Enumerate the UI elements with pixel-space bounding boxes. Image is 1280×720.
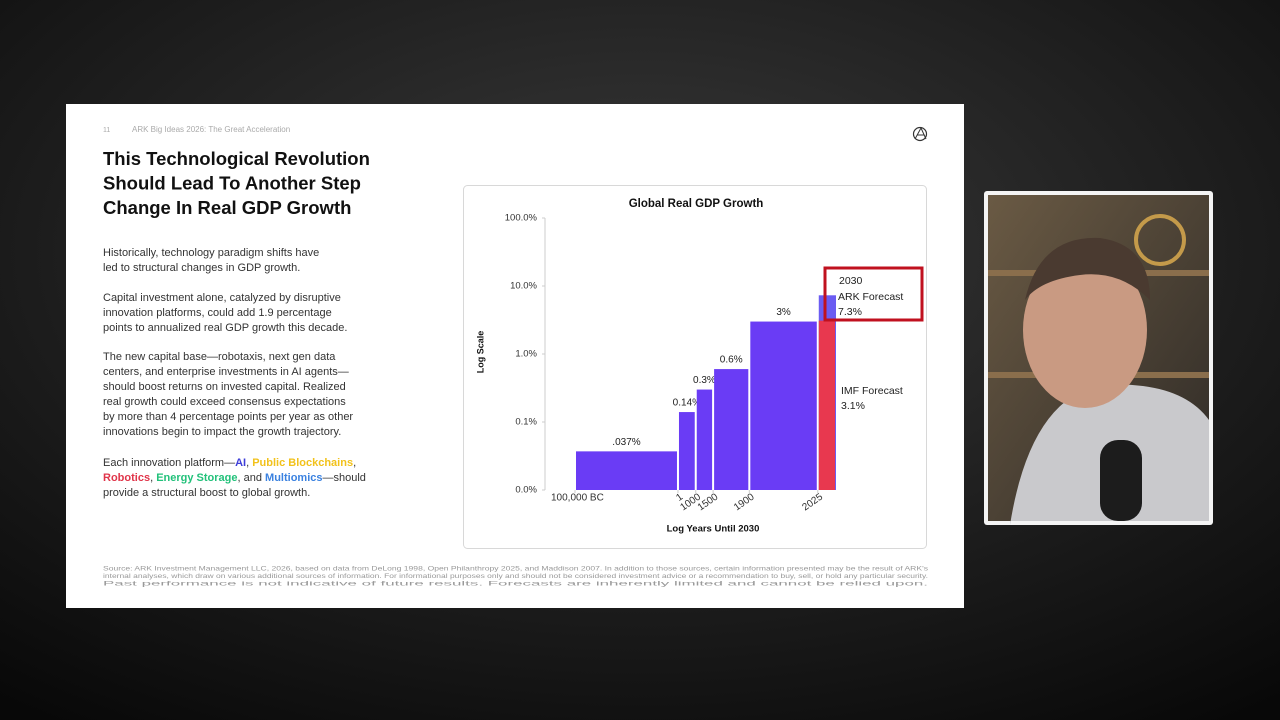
text-run: , and xyxy=(238,472,266,484)
body-text: Each innovation platform—AI, Public Bloc… xyxy=(103,457,356,469)
text-run: , xyxy=(246,457,252,469)
y-tick-label: 0.0% xyxy=(515,485,537,496)
text-run: , xyxy=(150,472,156,484)
logo-mark xyxy=(914,126,927,140)
text-run: —should xyxy=(322,472,365,484)
body-text: Historically, technology paradigm shifts… xyxy=(103,247,319,259)
body-text: points to annualized real GDP growth thi… xyxy=(103,322,347,334)
x-tick-label: 100,000 BC xyxy=(551,493,604,504)
slide-title: Should Lead To Another Step xyxy=(103,172,361,193)
footer-note: internal analyses, which draw on various… xyxy=(103,573,928,580)
forecast-value: 7.3% xyxy=(838,306,862,318)
content: 11 ARK Big Ideas 2026: The Great Accelera… xyxy=(103,125,929,588)
text-run: Each innovation platform— xyxy=(103,457,235,469)
webcam-person-head xyxy=(1023,252,1147,408)
webcam-person-hair xyxy=(1025,237,1150,300)
body-text: Capital investment alone, catalyzed by d… xyxy=(103,292,341,304)
y-tick-label: 100.0% xyxy=(505,213,538,224)
footer-note: Past performance is not indicative of fu… xyxy=(103,581,929,588)
platform-name: AI xyxy=(235,457,246,469)
body-text: The new capital base—robotaxis, next gen… xyxy=(103,351,336,363)
forecast-bar xyxy=(818,320,835,490)
body-text: should boost returns on invested capital… xyxy=(103,381,346,393)
webcam-microphone xyxy=(1100,440,1142,521)
y-tick-label: 1.0% xyxy=(515,349,537,360)
body-text: Robotics, Energy Storage, and Multiomics… xyxy=(103,472,366,484)
body-text: by more than 4 percentage points per yea… xyxy=(103,411,353,423)
body-text: innovation platforms, could add 1.9 perc… xyxy=(103,307,332,319)
x-axis-label: Log Years Until 2030 xyxy=(667,524,760,535)
value-label: 0.14% xyxy=(673,398,701,409)
platform-name: Robotics xyxy=(103,472,150,484)
value-label: 0.3% xyxy=(693,375,716,386)
bar xyxy=(714,369,749,490)
y-tick-label: 0.1% xyxy=(515,417,537,428)
slide-title: This Technological Revolution xyxy=(103,148,370,169)
value-label: .037% xyxy=(612,437,640,448)
page-number: 11 xyxy=(103,127,110,134)
footer-note: Source: ARK Investment Management LLC, 2… xyxy=(103,566,928,573)
body-text: led to structural changes in GDP growth. xyxy=(103,262,300,274)
body-text: innovations begin to impact the growth t… xyxy=(103,426,341,438)
platform-name: Energy Storage xyxy=(156,472,237,484)
forecast-name: ARK Forecast xyxy=(838,291,903,303)
bar xyxy=(696,389,713,490)
slide-header: ARK Big Ideas 2026: The Great Accelerati… xyxy=(132,125,290,134)
forecast-value: 3.1% xyxy=(841,400,865,412)
logo xyxy=(912,126,928,142)
platform-name: Public Blockchains xyxy=(252,457,353,469)
forecast-name: IMF Forecast xyxy=(841,385,903,397)
forecast-year: 2030 xyxy=(839,275,863,287)
body-text: centers, and enterprise investments in A… xyxy=(103,366,349,378)
value-label: 0.6% xyxy=(720,355,743,366)
webcam-decor xyxy=(1134,214,1186,266)
bar xyxy=(750,321,817,490)
y-tick-label: 10.0% xyxy=(510,281,537,292)
text-run: , xyxy=(353,457,356,469)
bar xyxy=(678,412,695,490)
chart-title: Global Real GDP Growth xyxy=(629,198,764,210)
slide-title: Change In Real GDP Growth xyxy=(103,197,351,218)
bar xyxy=(576,451,677,490)
body-text: provide a structural boost to global gro… xyxy=(103,487,310,499)
highlight-box xyxy=(823,266,924,322)
y-axis-label: Log Scale xyxy=(475,331,485,374)
text-run: provide a structural boost to global gro… xyxy=(103,487,310,499)
platform-name: Multiomics xyxy=(265,472,322,484)
body-text: real growth could exceed consensus expec… xyxy=(103,396,346,408)
x-tick-label: 1 xyxy=(674,491,685,503)
value-label: 3% xyxy=(776,307,791,318)
